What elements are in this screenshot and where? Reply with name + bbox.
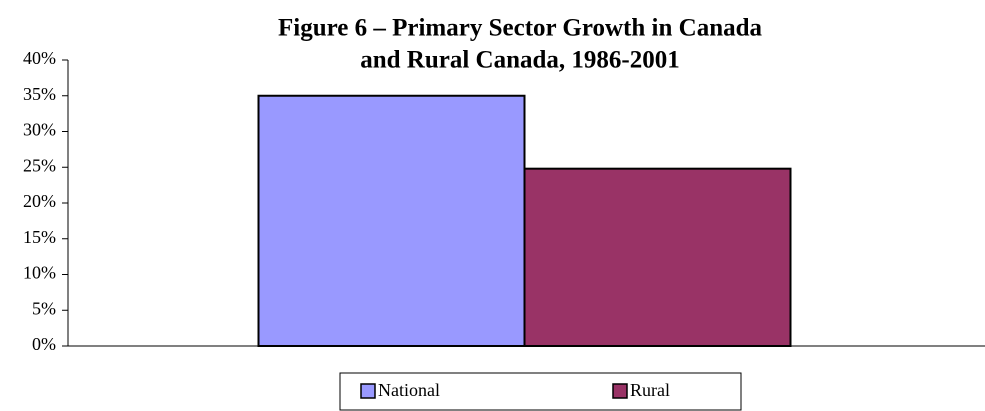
y-tick-label: 30%: [23, 120, 56, 140]
y-tick-label: 10%: [23, 263, 56, 283]
bar: [523, 167, 792, 347]
y-tick-label: 20%: [23, 191, 56, 211]
chart-title: Figure 6 – Primary Sector Growth in Cana…: [278, 15, 762, 42]
bar: [257, 94, 526, 347]
y-tick-label: 40%: [23, 48, 56, 68]
legend-label: National: [378, 380, 440, 400]
legend-swatch: [612, 383, 628, 399]
y-tick-label: 35%: [23, 84, 56, 104]
y-tick-label: 15%: [23, 227, 56, 247]
legend-swatch: [360, 383, 376, 399]
legend-box: [339, 372, 742, 411]
y-tick-label: 25%: [23, 155, 56, 175]
y-tick-label: 5%: [32, 298, 56, 318]
y-tick-label: 0%: [32, 334, 56, 354]
legend-label: Rural: [630, 380, 670, 400]
chart-title: and Rural Canada, 1986-2001: [360, 47, 680, 74]
